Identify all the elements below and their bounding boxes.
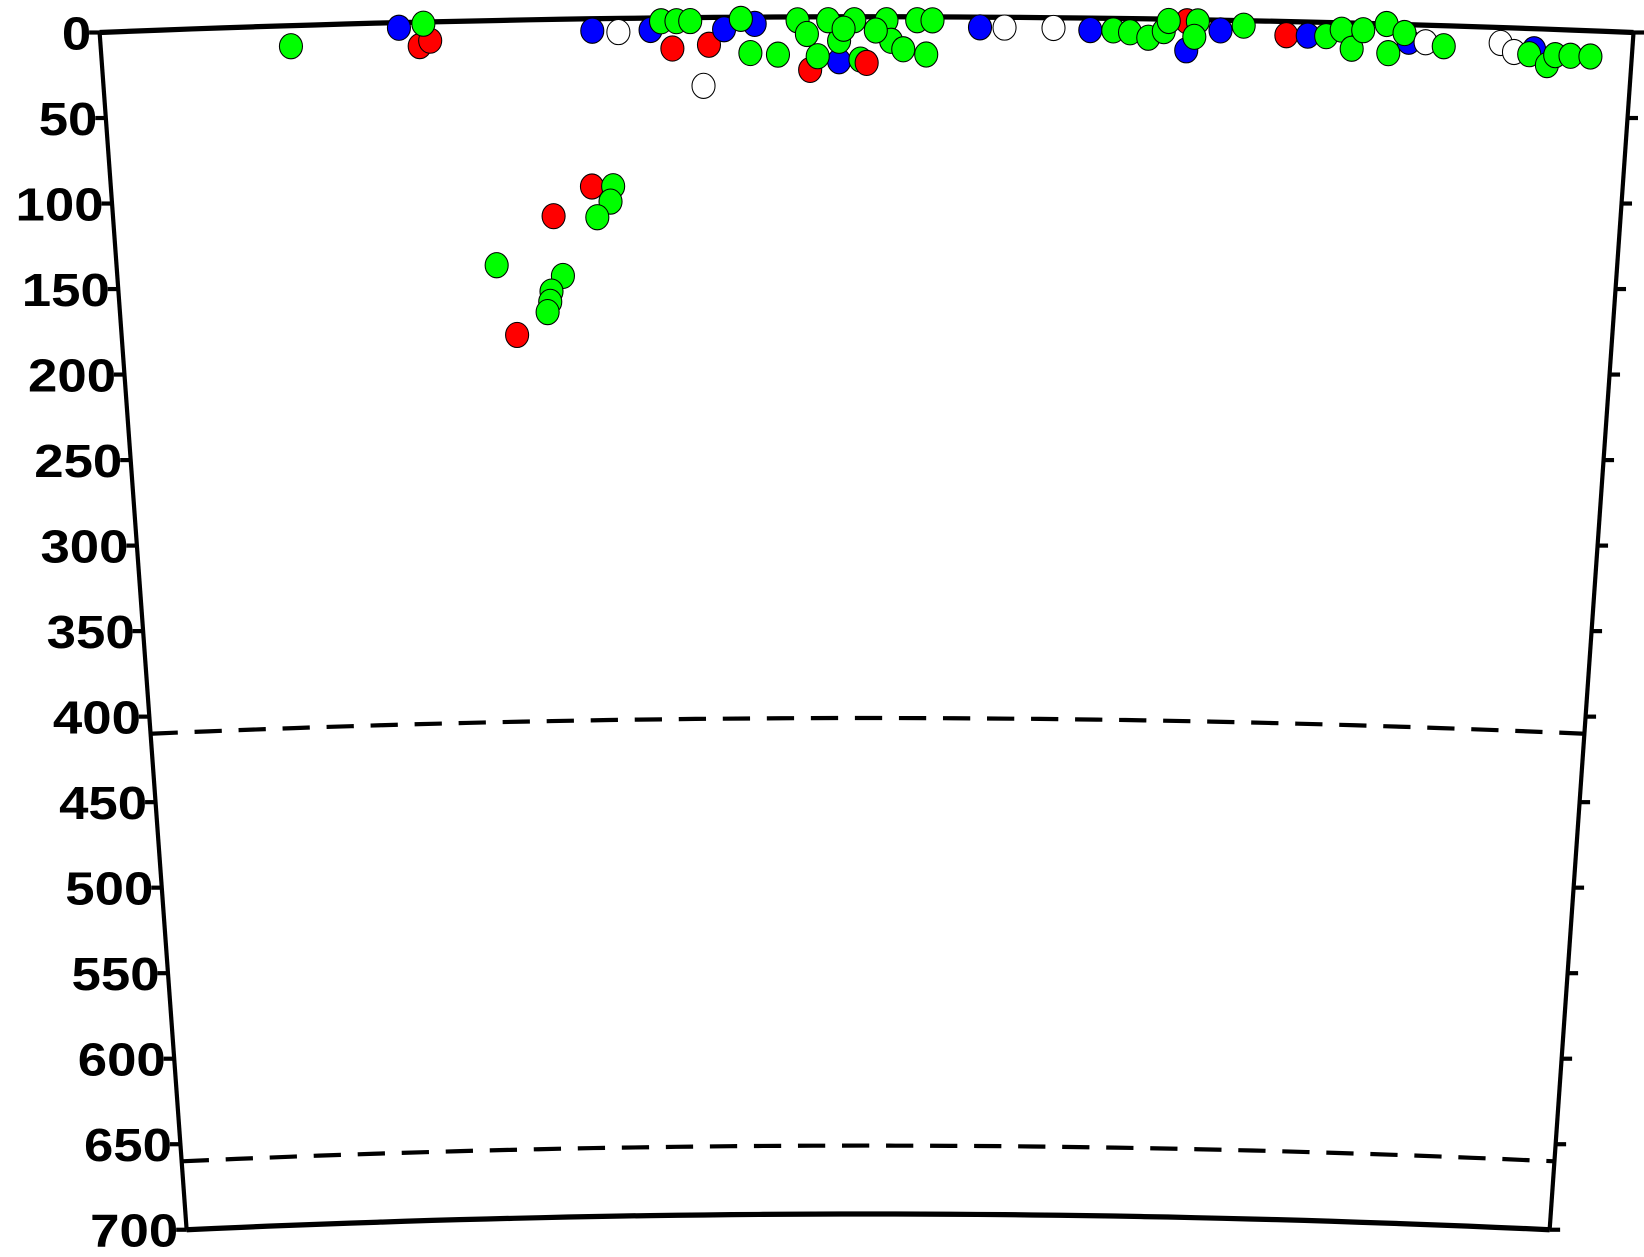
y-tick-label: 600	[78, 1033, 166, 1085]
data-point	[278, 33, 304, 60]
data-point	[386, 14, 412, 41]
data-point	[738, 39, 763, 67]
data-point	[914, 41, 939, 68]
data-point	[728, 5, 753, 32]
y-tick-label: 150	[22, 264, 110, 316]
data-point	[1376, 40, 1401, 67]
data-point	[805, 43, 830, 70]
data-point	[678, 7, 703, 35]
y-tick-label: 250	[34, 435, 122, 487]
data-point	[854, 49, 879, 77]
reference-line-660	[181, 1143, 1555, 1164]
data-point	[967, 14, 993, 41]
y-tick-label: 0	[62, 7, 91, 59]
data-point	[660, 35, 685, 62]
y-tick-label: 500	[65, 862, 153, 914]
data-points	[278, 5, 1603, 349]
data-point	[691, 72, 716, 99]
right-edge-line	[1547, 32, 1636, 1230]
data-point	[1156, 7, 1181, 35]
data-point	[541, 203, 566, 230]
data-point	[1578, 43, 1603, 70]
data-point	[696, 31, 722, 58]
data-point	[1231, 12, 1256, 39]
data-point	[1351, 17, 1376, 44]
y-tick-label: 300	[40, 520, 128, 572]
data-point	[992, 14, 1017, 41]
data-point	[1041, 14, 1066, 42]
y-tick-label: 100	[16, 178, 104, 230]
data-point	[794, 20, 819, 48]
data-point	[1339, 35, 1364, 62]
depth-axis: 0 50 100 150 200 250 300 350 400 450 500 550 600 650 7…	[16, 7, 1644, 1257]
data-point	[580, 17, 605, 44]
data-point	[505, 321, 530, 349]
data-point	[1078, 16, 1103, 44]
data-point	[920, 7, 945, 34]
y-tick-label: 50	[39, 93, 98, 145]
reference-line-410	[150, 715, 1585, 736]
data-point	[1208, 17, 1233, 44]
y-tick-label: 550	[72, 948, 160, 1000]
data-point	[411, 10, 436, 37]
y-tick-label: 700	[90, 1205, 178, 1257]
data-point	[484, 252, 509, 279]
y-tick-label: 400	[53, 691, 141, 743]
section-outline	[97, 14, 1636, 1233]
data-point	[606, 18, 631, 46]
data-point	[585, 204, 610, 231]
data-point	[1274, 22, 1299, 49]
data-point	[863, 17, 888, 44]
data-point	[765, 41, 791, 68]
data-point	[891, 36, 916, 63]
y-tick-label: 450	[59, 777, 147, 829]
data-point	[1392, 19, 1417, 47]
data-point	[535, 298, 560, 326]
y-tick-label: 200	[28, 349, 116, 401]
y-tick-label: 650	[84, 1119, 172, 1171]
data-point	[1182, 23, 1207, 50]
bottom-line	[186, 1211, 1550, 1233]
data-point	[831, 15, 856, 42]
data-point	[1431, 33, 1456, 60]
y-tick-label: 350	[47, 606, 135, 658]
